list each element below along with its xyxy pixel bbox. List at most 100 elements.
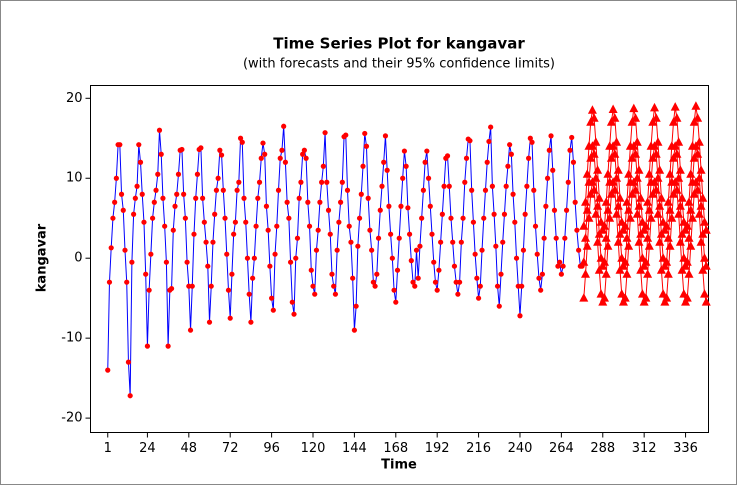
data-point xyxy=(139,191,145,197)
data-point xyxy=(567,147,573,153)
x-tick-label: 48 xyxy=(181,441,198,456)
x-tick-label: 72 xyxy=(222,441,239,456)
forecast-point xyxy=(593,237,603,246)
data-point xyxy=(134,183,140,189)
data-point xyxy=(172,203,178,209)
data-point xyxy=(163,259,169,265)
data-point xyxy=(165,343,171,349)
forecast-point xyxy=(650,177,660,186)
forecast-point xyxy=(651,149,661,158)
data-point xyxy=(182,215,188,221)
data-point xyxy=(551,207,558,213)
data-point xyxy=(507,142,513,148)
forecast-point xyxy=(651,185,661,194)
forecast-point xyxy=(677,265,687,274)
data-point xyxy=(350,275,356,281)
data-point xyxy=(455,291,461,297)
forecast-point xyxy=(603,241,613,250)
data-point xyxy=(401,148,408,154)
data-point xyxy=(408,257,414,264)
forecast-point xyxy=(644,241,654,250)
forecast-point xyxy=(613,237,623,246)
forecast-point xyxy=(693,149,703,158)
x-tick-label: 192 xyxy=(425,441,450,456)
data-point xyxy=(391,287,397,293)
data-point xyxy=(403,163,409,169)
data-point xyxy=(429,231,435,237)
x-tick-label: 240 xyxy=(508,441,533,456)
data-point xyxy=(312,291,318,297)
data-point xyxy=(343,132,349,138)
forecast-point xyxy=(624,241,634,250)
data-point xyxy=(232,219,238,225)
data-point xyxy=(405,205,411,211)
data-point xyxy=(370,279,376,285)
forecast-point xyxy=(672,113,682,122)
forecast-point xyxy=(581,269,591,278)
data-point xyxy=(160,195,166,201)
forecast-point xyxy=(610,149,620,158)
data-point xyxy=(275,187,282,193)
forecast-point xyxy=(584,213,594,222)
forecast-point xyxy=(589,113,599,122)
forecast-point xyxy=(691,101,701,110)
data-point xyxy=(231,231,237,237)
data-point xyxy=(308,267,314,273)
forecast-point xyxy=(655,237,665,246)
data-point xyxy=(143,271,149,277)
data-point xyxy=(494,283,501,289)
data-point xyxy=(113,175,119,181)
forecast-point xyxy=(670,102,680,111)
data-point xyxy=(127,393,133,399)
data-point xyxy=(553,235,559,241)
data-point xyxy=(198,145,204,151)
forecast-point xyxy=(631,113,641,122)
data-point xyxy=(531,187,537,193)
forecast-point xyxy=(615,265,625,274)
data-point xyxy=(149,215,156,221)
data-point xyxy=(374,271,380,277)
y-tick-label: 0 xyxy=(74,251,82,266)
data-point xyxy=(484,159,490,165)
forecast-point xyxy=(587,177,597,186)
data-point xyxy=(218,152,225,158)
data-point xyxy=(412,283,418,289)
data-point xyxy=(175,171,182,177)
forecast-point xyxy=(698,265,708,274)
data-point xyxy=(469,187,475,193)
data-point xyxy=(501,211,508,217)
data-point xyxy=(389,255,395,261)
data-point xyxy=(291,311,297,317)
data-point xyxy=(203,239,209,245)
x-tick-label: 168 xyxy=(383,441,408,456)
data-point xyxy=(460,215,466,221)
data-point xyxy=(458,239,464,245)
data-point xyxy=(108,245,114,251)
forecast-point xyxy=(631,185,641,194)
forecast-point xyxy=(608,141,618,150)
forecast-point xyxy=(674,209,684,218)
data-point xyxy=(438,239,444,245)
data-point xyxy=(432,279,439,285)
data-point xyxy=(417,243,423,249)
forecast-point xyxy=(650,141,660,150)
data-point xyxy=(396,235,402,241)
data-point xyxy=(300,151,306,157)
data-point xyxy=(360,163,366,169)
forecast-point xyxy=(696,237,706,246)
data-point xyxy=(520,247,527,253)
data-point xyxy=(424,148,430,154)
forecast-point xyxy=(631,149,641,158)
data-point xyxy=(234,187,240,193)
data-point xyxy=(298,179,304,185)
data-point xyxy=(286,215,292,221)
data-point xyxy=(156,127,163,133)
data-point xyxy=(467,138,473,144)
data-point xyxy=(236,179,242,185)
data-point xyxy=(310,283,316,289)
forecast-point xyxy=(579,293,589,302)
data-point xyxy=(303,155,309,161)
data-point xyxy=(162,223,168,229)
data-point xyxy=(332,291,339,297)
data-point xyxy=(187,327,194,333)
